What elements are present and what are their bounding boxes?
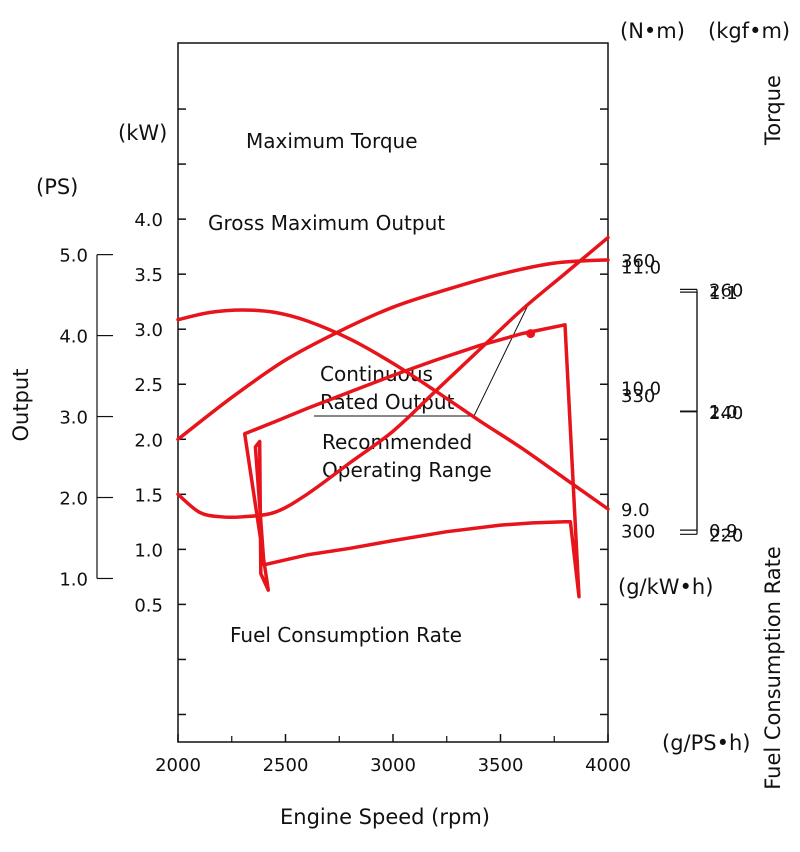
kw-tick-label: 1.0 — [134, 540, 163, 561]
fuel-gpsh-tick-label: 220 — [709, 525, 743, 546]
torque-nm-tick-label: 9.0 — [621, 500, 650, 521]
torque-kgfm-tick-label: 1.0 — [709, 402, 738, 423]
recommended-operating-range-line — [242, 323, 581, 599]
x-tick-label: 4000 — [585, 755, 631, 776]
kw-tick-label: 2.5 — [134, 375, 163, 396]
gross-maximum-output-line — [176, 258, 610, 442]
fuel-gpsh-tick-label: 260 — [709, 280, 743, 301]
output-axis-title: Output — [9, 369, 33, 442]
fuel-gkwh-tick-label: 330 — [621, 386, 655, 407]
torque-axis-title: Torque — [761, 75, 785, 146]
axis-ticks: 2000 2500 3000 3500 4000 0.5 1.0 1.5 2.0 2.5 3.0 3.… — [59, 108, 743, 776]
kw-tick-label: 0.5 — [134, 595, 163, 616]
fuel-gpsh-tick-label: 240 — [709, 403, 743, 424]
kw-unit-label: (kW) — [118, 121, 167, 145]
gross-output-label: Gross Maximum Output — [208, 211, 445, 235]
torque-kgfm-unit-label: (kgf•m) — [708, 19, 790, 43]
fuel-consumption-rate-line — [176, 235, 610, 520]
maximum-torque-line — [176, 308, 610, 511]
fuel-axis-title: Fuel Consumption Rate — [761, 546, 785, 790]
kw-tick-label: 3.5 — [134, 265, 163, 286]
x-tick-label: 3500 — [478, 755, 524, 776]
ps-tick-label: 3.0 — [59, 408, 88, 429]
torque-nm-unit-label: (N•m) — [620, 19, 685, 43]
max-torque-label: Maximum Torque — [246, 129, 418, 153]
kw-tick-label: 3.0 — [134, 320, 163, 341]
fuel-gkwh-unit-label: (g/kW•h) — [618, 575, 713, 599]
range-label-line1: Recommended — [322, 430, 472, 454]
x-tick-label: 2500 — [263, 755, 309, 776]
range-label-line2: Operating Range — [322, 458, 492, 482]
ps-tick-label: 4.0 — [59, 327, 88, 348]
series-layer — [176, 235, 610, 599]
fuel-gkwh-tick-label: 360 — [621, 251, 655, 272]
ps-tick-label: 5.0 — [59, 246, 88, 267]
torque-nm-tick-label: 11.0 — [621, 257, 661, 278]
fuel-gpsh-unit-label: (g/PS•h) — [662, 731, 750, 755]
kw-tick-label: 4.0 — [134, 210, 163, 231]
fuel-gkwh-tick-label: 300 — [621, 521, 655, 542]
x-axis-title: Engine Speed (rpm) — [280, 805, 490, 829]
ps-tick-label: 2.0 — [59, 489, 88, 510]
fuel-consumption-label: Fuel Consumption Rate — [230, 623, 462, 647]
kw-tick-label: 2.0 — [134, 430, 163, 451]
torque-kgfm-tick-label: 1.1 — [709, 283, 738, 304]
ps-tick-label: 1.0 — [59, 569, 88, 590]
ps-unit-label: (PS) — [36, 175, 78, 199]
torque-kgfm-tick-label: 0.9 — [709, 521, 738, 542]
continuous-rated-output-point — [526, 329, 536, 339]
torque-nm-tick-label: 10.0 — [621, 379, 661, 400]
x-tick-label: 3000 — [370, 755, 416, 776]
kw-tick-label: 1.5 — [134, 485, 163, 506]
x-tick-label: 2000 — [155, 755, 201, 776]
